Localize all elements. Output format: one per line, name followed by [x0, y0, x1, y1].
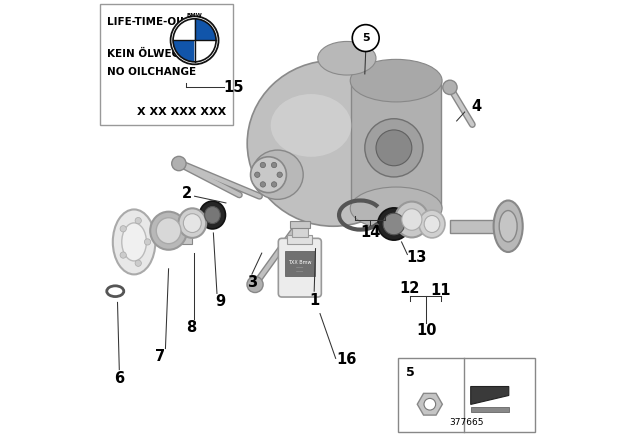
- Bar: [285, 251, 315, 276]
- Text: 5: 5: [406, 366, 415, 379]
- Wedge shape: [173, 19, 195, 40]
- Ellipse shape: [383, 213, 404, 235]
- Ellipse shape: [402, 209, 422, 230]
- Circle shape: [260, 162, 266, 168]
- Bar: [141, 232, 193, 244]
- Ellipse shape: [179, 208, 206, 238]
- FancyBboxPatch shape: [278, 238, 321, 297]
- Circle shape: [120, 226, 126, 232]
- Circle shape: [424, 398, 436, 410]
- Text: 10: 10: [416, 323, 436, 338]
- Bar: [287, 235, 312, 244]
- Text: X XX XXX XXX: X XX XXX XXX: [137, 108, 226, 117]
- Circle shape: [255, 172, 260, 177]
- Circle shape: [260, 182, 266, 187]
- PathPatch shape: [470, 387, 509, 405]
- Circle shape: [271, 182, 276, 187]
- Circle shape: [172, 18, 217, 63]
- Ellipse shape: [271, 94, 351, 157]
- Text: 1: 1: [309, 293, 319, 308]
- Bar: [292, 227, 308, 237]
- Text: BMW: BMW: [187, 13, 202, 18]
- Text: NO OILCHANGE: NO OILCHANGE: [107, 67, 196, 77]
- Ellipse shape: [122, 223, 147, 261]
- Bar: [470, 407, 509, 412]
- Ellipse shape: [252, 150, 303, 199]
- Bar: [450, 220, 502, 233]
- Bar: [398, 358, 535, 432]
- Ellipse shape: [200, 201, 225, 229]
- Circle shape: [352, 25, 379, 52]
- Wedge shape: [195, 40, 216, 62]
- Ellipse shape: [350, 187, 442, 229]
- Text: 2: 2: [181, 186, 191, 201]
- Text: LIFE-TIME-OIL: LIFE-TIME-OIL: [107, 17, 186, 27]
- Text: 14: 14: [360, 225, 380, 241]
- Ellipse shape: [247, 60, 420, 226]
- Ellipse shape: [150, 212, 187, 250]
- Ellipse shape: [251, 157, 287, 193]
- Ellipse shape: [424, 215, 440, 233]
- Ellipse shape: [156, 218, 181, 244]
- Text: 7: 7: [155, 349, 165, 364]
- Bar: [290, 221, 310, 228]
- Text: 12: 12: [399, 280, 420, 296]
- Ellipse shape: [113, 210, 156, 274]
- Circle shape: [120, 252, 126, 258]
- Circle shape: [135, 260, 141, 267]
- Ellipse shape: [205, 207, 220, 224]
- Text: ——: ——: [296, 269, 304, 273]
- Ellipse shape: [350, 60, 442, 102]
- Text: 8: 8: [186, 319, 196, 335]
- Circle shape: [145, 239, 150, 245]
- Text: 9: 9: [216, 293, 226, 309]
- Text: 15: 15: [224, 80, 244, 95]
- Ellipse shape: [493, 201, 523, 252]
- Text: KEIN ÖLWECHSEL: KEIN ÖLWECHSEL: [107, 49, 209, 59]
- Text: 6: 6: [114, 371, 124, 386]
- Text: 4: 4: [472, 99, 482, 114]
- Text: 377665: 377665: [449, 418, 484, 427]
- Circle shape: [365, 119, 423, 177]
- Text: 11: 11: [431, 283, 451, 298]
- Circle shape: [170, 16, 219, 65]
- Circle shape: [247, 276, 263, 293]
- Circle shape: [376, 130, 412, 166]
- Text: 5: 5: [362, 33, 369, 43]
- Circle shape: [443, 80, 457, 95]
- Circle shape: [172, 156, 186, 171]
- Text: 3: 3: [247, 275, 257, 290]
- Wedge shape: [173, 40, 195, 62]
- Circle shape: [135, 217, 141, 224]
- Ellipse shape: [183, 214, 201, 233]
- Text: TXX Bmw: TXX Bmw: [288, 259, 312, 265]
- Wedge shape: [195, 19, 216, 40]
- Ellipse shape: [378, 208, 410, 240]
- Circle shape: [277, 172, 282, 177]
- Ellipse shape: [499, 211, 517, 242]
- Bar: [100, 4, 233, 125]
- Bar: [351, 81, 441, 208]
- Ellipse shape: [318, 42, 376, 75]
- Text: ——: ——: [296, 266, 304, 269]
- Text: 13: 13: [406, 250, 426, 265]
- Text: 16: 16: [337, 352, 357, 367]
- Circle shape: [271, 162, 276, 168]
- Ellipse shape: [395, 202, 429, 237]
- Ellipse shape: [419, 210, 445, 238]
